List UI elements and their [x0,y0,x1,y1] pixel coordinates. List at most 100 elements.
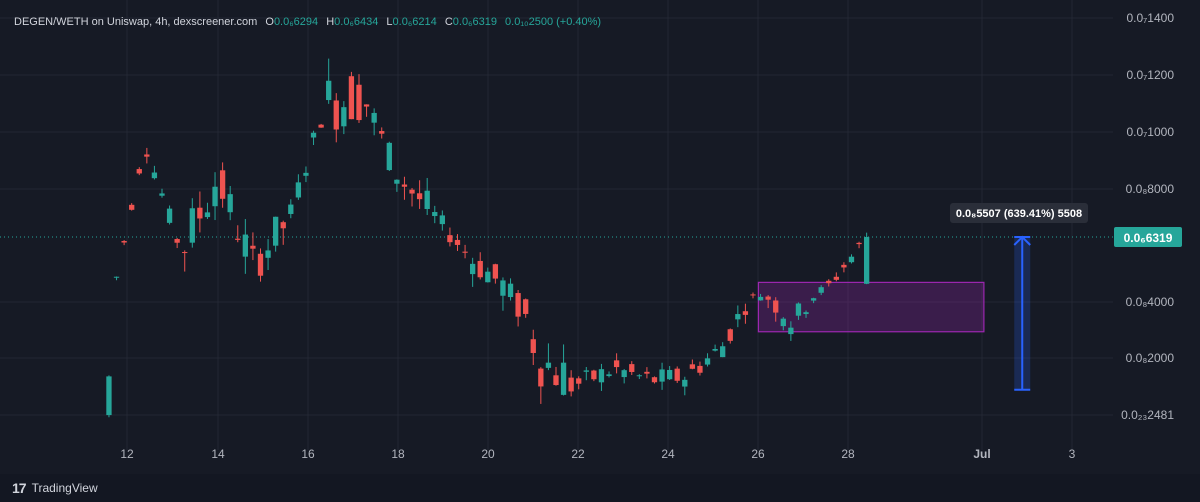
candle-up [720,346,726,358]
candle-down [257,253,264,276]
candle-down [568,377,574,392]
candle-down [727,329,733,341]
price-zone-rectangle[interactable] [757,281,985,333]
candle-up [606,374,612,377]
candle-down [538,368,544,387]
candle-up [151,172,158,179]
price-axis[interactable]: 0.0₇1400 0.0₇1200 0.0₇1000 0.0₈8000 0.0₈4000… [1114,11,1182,422]
open-label: O [265,16,274,28]
price-tick-label: 0.0₇1400 [1126,11,1174,25]
time-tick-label: 12 [120,447,134,461]
time-tick-label: 3 [1069,447,1076,461]
candle-up [189,208,195,243]
candle-up [712,348,718,351]
price-tick-label: 0.0₈2000 [1126,351,1175,365]
open-value: 0.0₆6294 [273,16,319,28]
candle-up [704,358,711,365]
measure-label-box [950,203,1088,223]
candle-up [500,280,506,296]
time-tick-label: 14 [211,447,225,461]
candle-up [485,271,491,283]
chart-legend-header: DEGEN/WETH on Uniswap, 4h, dexscreener.c… [14,16,601,28]
candle-up [735,314,741,320]
candle-up [204,212,211,218]
candle-down [644,371,650,374]
low-value: 0.0₆6214 [392,16,437,28]
candle-down [318,124,324,128]
candle-down [409,189,415,194]
candle-down [416,193,423,200]
price-tick-label: 0.0₇1000 [1126,125,1174,139]
candle-down [379,131,385,134]
current-price-tag-label: 0.0₆6319 [1124,231,1173,245]
time-tick-label: 24 [661,447,675,461]
candle-down [856,242,862,245]
time-tick-label: 20 [481,447,495,461]
candle-up [212,186,218,207]
price-tick-label: 0.0₇1200 [1126,68,1174,82]
candle-down [742,311,749,315]
candle-down [765,296,771,300]
candle-up [424,190,430,209]
candle-down [280,222,286,229]
candle-down [629,364,635,372]
candle-up [757,296,764,301]
candle-down [530,339,536,353]
candle-up [659,369,665,382]
footer-bar [0,474,1200,502]
candle-up [272,216,279,246]
tradingview-name: TradingView [31,481,98,495]
time-tick-label: 16 [301,447,315,461]
low-label: L [386,16,393,28]
candle-up [386,142,392,171]
change-value: 0.0₁₀2500 (+0.40%) [505,16,602,28]
candle-up [848,256,855,263]
candle-up [265,250,271,258]
candle-down [773,300,779,313]
symbol-title[interactable]: DEGEN/WETH on Uniswap, 4h, dexscreener.c… [14,16,258,28]
candle-up [598,369,605,383]
candle-up [788,327,794,335]
measure-tool[interactable]: 0.0₈5507 (639.41%) 5508 [950,203,1088,391]
price-tick-label: 0.0₈4000 [1126,295,1175,309]
candle-up [682,379,688,387]
candle-down [697,365,703,373]
price-tick-label: 0.0₂₃2481 [1121,408,1174,422]
candle-up [803,312,809,315]
candle-down [447,235,453,243]
candle-down [348,76,355,120]
candle-down [136,169,142,174]
candle-down [235,238,241,240]
candle-down [591,370,597,380]
candle-down [613,360,620,368]
candle-up [394,179,400,184]
candle-down [576,378,582,384]
high-value: 0.0₆6434 [334,16,379,28]
candle-down [363,104,370,107]
candle-down [144,154,150,157]
candle-down [401,184,408,187]
candle-up [166,208,173,223]
candle-down [689,364,696,369]
candle-down [674,368,680,381]
time-tick-label: 22 [571,447,585,461]
candle-up [795,303,802,316]
candle-up [295,182,302,198]
candle-down [477,260,483,278]
candle-down [750,294,756,296]
candle-down [197,207,203,219]
candle-down [826,280,832,284]
candle-up [666,369,673,380]
candle-up [583,370,589,372]
candle-down [250,245,256,249]
close-label: C [444,16,453,28]
candle-down [174,239,180,243]
time-tick-label: 28 [841,447,855,461]
tradingview-logo[interactable]: 17 TradingView [12,480,98,496]
candle-up [303,172,309,176]
candle-up [560,362,567,395]
candle-up [242,234,248,257]
candle-down [454,239,461,245]
time-axis[interactable]: 12 14 16 18 20 22 24 26 28 Jul 3 [120,447,1075,461]
